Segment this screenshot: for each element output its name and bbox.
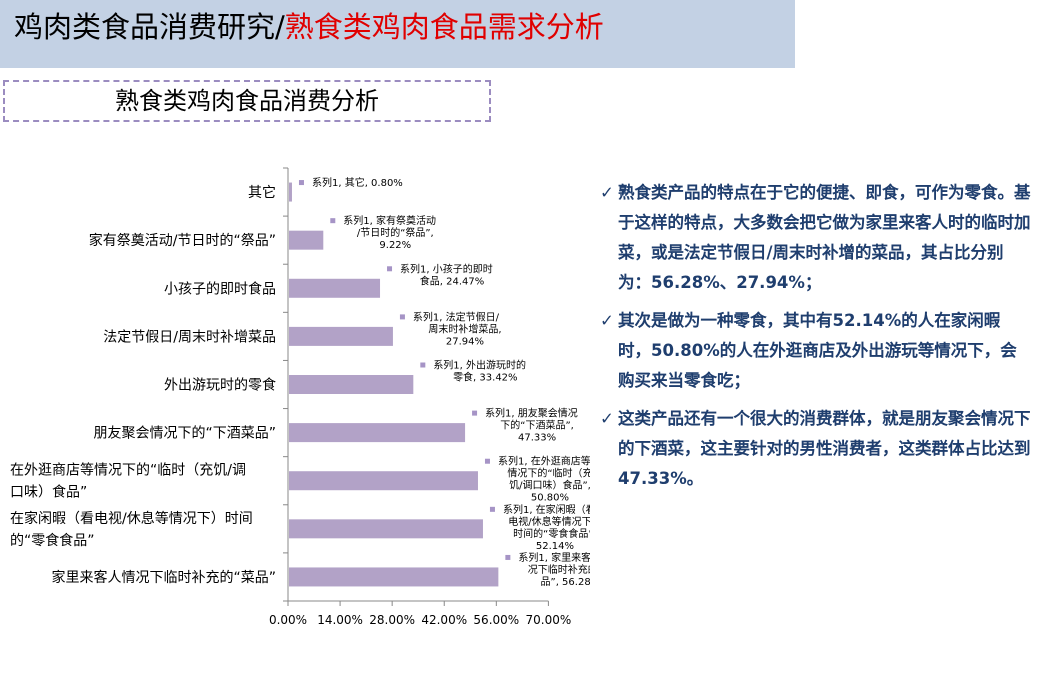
category-label: 在外逛商店等情况下的“临时（充饥/调 [10,462,246,479]
bar [289,567,499,587]
category-label: 外出游玩时的零食 [164,377,276,394]
data-label: 系列1, 在家闲暇（看 [503,503,590,516]
bar [289,182,292,202]
bullet-text: 这类产品还有一个很大的消费群体，就是朋友聚会情况下的下酒菜，这主要针对的男性消费… [618,409,1031,488]
check-icon: ✓ [600,183,614,202]
header-band [0,0,795,68]
bar [289,423,466,443]
data-label: 电视/休息等情况下） [508,515,590,528]
bullet-list: ✓ 熟食类产品的特点在于它的便捷、即食，可作为零食。基于这样的特点，大多数会把它… [600,178,1032,502]
data-label: 情况下的“临时（充 [507,467,590,480]
data-label: 47.33% [518,433,556,444]
bar [289,326,393,346]
category-label: 其它 [248,184,276,201]
data-label: 周末时补增菜品, [428,322,501,335]
category-label: 朋友聚会情况下的“下酒菜品” [93,426,276,442]
bullet-text: 其次是做为一种零食，其中有52.14%的人在家闲暇时，50.80%的人在外逛商店… [618,311,1017,390]
x-tick-label: 42.00% [421,613,467,627]
data-label-marker [505,554,511,560]
x-tick-label: 0.00% [269,613,307,627]
data-label: 系列1, 外出游玩时的 [433,359,526,372]
check-icon: ✓ [600,311,614,330]
data-label-marker [399,314,405,320]
data-label: 系列1, 法定节假日/ [413,310,500,323]
bullet-text: 熟食类产品的特点在于它的便捷、即食，可作为零食。基于这样的特点，大多数会把它做为… [618,183,1031,292]
x-tick-label: 70.00% [526,613,572,627]
data-label-marker [420,362,426,368]
category-label: 在家闲暇（看电视/休息等情况下）时间 [10,510,253,527]
bar [289,278,381,298]
x-tick-label: 14.00% [317,613,363,627]
data-label: 系列1, 家有祭奠活动 [343,214,436,227]
x-tick-label: 28.00% [369,613,415,627]
data-label: 系列1, 朋友聚会情况 [485,407,578,420]
page-title: 鸡肉类食品消费研究/熟食类鸡肉食品需求分析 [14,10,604,44]
category-label: 小孩子的即时食品 [164,280,276,297]
data-label: 饥/调口味）食品”, [509,479,590,492]
data-label: 50.80% [531,493,569,504]
bar [289,471,478,491]
data-label: 27.94% [446,336,484,347]
data-label: 52.14% [536,541,574,552]
data-label-marker [330,218,336,224]
data-label: 零食, 33.42% [453,371,518,384]
bar [289,375,414,394]
data-label-marker [472,410,478,416]
data-label-marker [489,506,495,512]
bullet-item: ✓ 其次是做为一种零食，其中有52.14%的人在家闲暇时，50.80%的人在外逛… [600,306,1032,396]
data-label: /节日时的“祭品”, [357,226,434,239]
bar [289,230,324,250]
data-label: 系列1, 小孩子的即时 [400,262,493,275]
data-label-marker [484,458,490,464]
bar-chart: 0.00% 14.00% 28.00% 42.00% 56.00% 70.00%其它系列1… [10,167,590,627]
title-sub: 熟食类鸡肉食品需求分析 [284,10,604,44]
data-label: 况下临时补充的“菜 [528,563,590,576]
section-title: 熟食类鸡肉食品消费分析 [115,87,379,115]
data-label: 系列1, 家里来客人情 [518,551,590,564]
category-label: 家里来客人情况下临时补充的“菜品” [51,569,276,586]
data-label: 系列1, 其它, 0.80% [312,176,403,189]
data-label: 系列1, 在外逛商店等 [498,455,590,468]
category-label: 口味）食品” [10,484,87,501]
category-label: 法定节假日/周末时补增菜品 [103,329,276,345]
section-title-box: 熟食类鸡肉食品消费分析 [3,80,491,122]
bullet-item: ✓ 这类产品还有一个很大的消费群体，就是朋友聚会情况下的下酒菜，这主要针对的男性… [600,404,1032,494]
category-label: 家有祭奠活动/节日时的“祭品” [89,232,276,249]
data-label: 下的“下酒菜品”, [500,419,574,432]
category-label: 的“零食食品” [10,532,95,549]
x-tick-label: 56.00% [473,613,519,627]
check-icon: ✓ [600,409,614,428]
data-label-marker [298,180,304,186]
data-label: 品”, 56.28% [541,576,590,588]
bullet-item: ✓ 熟食类产品的特点在于它的便捷、即食，可作为零食。基于这样的特点，大多数会把它… [600,178,1032,298]
bar [289,519,483,539]
data-label: 食品, 24.47% [420,274,485,287]
data-label-marker [387,266,393,272]
data-label: 时间的“零食食品”, [513,527,590,540]
data-label: 9.22% [379,240,411,251]
title-main: 鸡肉类食品消费研究/ [14,10,285,44]
